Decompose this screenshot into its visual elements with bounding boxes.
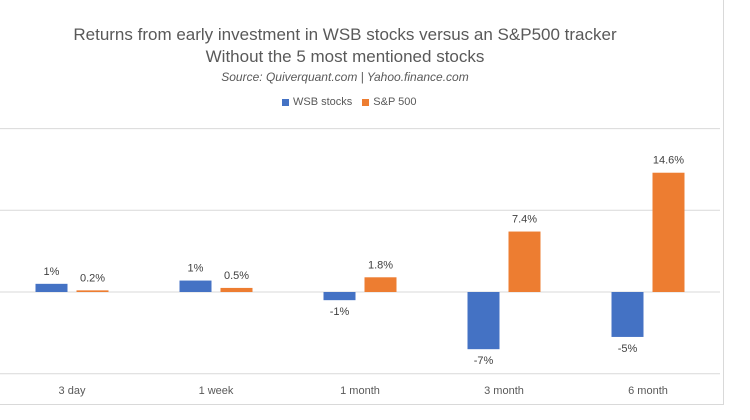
bar-sp500 xyxy=(652,172,685,292)
data-label: 7.4% xyxy=(512,214,537,226)
x-tick-label: 3 day xyxy=(59,385,86,397)
data-label: 14.6% xyxy=(653,155,684,167)
data-label: 1% xyxy=(44,266,60,278)
legend-swatch-sp500 xyxy=(362,98,370,106)
chart-title: Returns from early investment in WSB sto… xyxy=(73,25,617,44)
data-label: 0.2% xyxy=(80,272,105,284)
bar-sp500 xyxy=(76,290,109,292)
x-tick-label: 1 month xyxy=(340,385,380,397)
data-label: 0.5% xyxy=(224,270,249,282)
legend-item-sp500: S&P 500 xyxy=(362,96,417,108)
data-label: -7% xyxy=(474,355,494,367)
bar-sp500 xyxy=(508,231,541,292)
data-label: 1% xyxy=(188,263,204,275)
chart-source: Source: Quiverquant.com | Yahoo.finance.… xyxy=(221,70,469,84)
bar-wsb xyxy=(323,292,356,301)
plot-area: 1% 0.2% 3 day 1% 0.5% 1 week -1% 1.8% 1 month -7%… xyxy=(0,128,720,397)
legend: WSB stocks S&P 500 xyxy=(282,96,427,108)
bar-wsb xyxy=(467,292,500,350)
legend-item-wsb: WSB stocks xyxy=(282,96,352,108)
bar-wsb xyxy=(611,292,644,337)
legend-label-wsb: WSB stocks xyxy=(293,96,353,108)
legend-label-sp500: S&P 500 xyxy=(373,96,417,108)
bar-sp500 xyxy=(364,277,397,292)
bar-wsb xyxy=(179,280,212,292)
bar-wsb xyxy=(35,283,68,292)
data-label: 1.8% xyxy=(368,259,393,271)
x-tick-label: 3 month xyxy=(484,385,524,397)
chart-subtitle: Without the 5 most mentioned stocks xyxy=(205,47,485,66)
data-label: -5% xyxy=(618,343,638,355)
x-tick-label: 1 week xyxy=(199,385,234,397)
data-label: -1% xyxy=(330,306,350,318)
chart-area xyxy=(0,0,724,405)
bar-sp500 xyxy=(220,287,253,292)
legend-swatch-wsb xyxy=(282,98,289,106)
x-tick-label: 6 month xyxy=(628,385,668,397)
